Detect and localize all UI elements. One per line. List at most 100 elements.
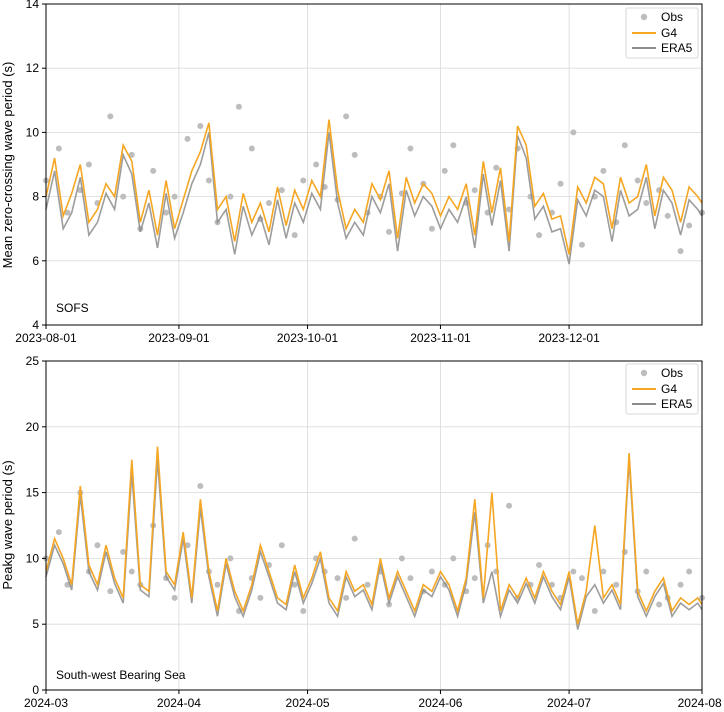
x-tick-label: 2023-08-01 (15, 331, 77, 345)
obs-series-sofs (43, 103, 705, 255)
obs-point (450, 142, 457, 149)
obs-point (235, 103, 242, 110)
legend-g4-label: G4 (661, 26, 677, 40)
obs-point (493, 164, 500, 171)
obs-point (107, 113, 114, 120)
obs-point (128, 151, 135, 158)
obs-point (171, 193, 178, 200)
obs-point (343, 113, 350, 120)
obs-point (351, 535, 358, 542)
obs-point (278, 187, 285, 194)
legend-obs-label: Obs (661, 10, 683, 24)
obs-point (197, 483, 204, 490)
obs-point (257, 594, 264, 601)
y-tick-label: 20 (26, 420, 40, 434)
x-tick-label: 2024-06 (418, 696, 462, 710)
y-tick-label: 4 (32, 318, 39, 332)
y-tick-label: 15 (26, 486, 40, 500)
obs-point (300, 608, 307, 615)
plot-frame-sofs (45, 3, 703, 326)
obs-point (227, 193, 234, 200)
obs-point (407, 145, 414, 152)
x-tick-label: 2024-04 (157, 696, 201, 710)
obs-point (364, 581, 371, 588)
obs-point (163, 209, 170, 216)
obs-point (64, 209, 71, 216)
obs-point (686, 222, 693, 229)
obs-point (227, 555, 234, 562)
obs-point (570, 568, 577, 575)
obs-point (428, 568, 435, 575)
y-tick-label: 8 (32, 190, 39, 204)
obs-point (643, 200, 650, 207)
x-tick-label: 2023-10-01 (277, 331, 339, 345)
x-tick-label: 2024-07 (547, 696, 591, 710)
obs-point (677, 581, 684, 588)
g4-line-bering (45, 446, 703, 625)
obs-point (450, 555, 457, 562)
obs-point (536, 561, 543, 568)
panel-sofs: 4 6 8 10 12 14 2023-08-01 2023-09-01 2023-10-01… (0, 0, 705, 345)
legend-bering: Obs G4 ERA5 (625, 363, 699, 415)
y-tick-label: 6 (32, 254, 39, 268)
era5-line-sofs (45, 132, 703, 265)
obs-point (150, 167, 157, 174)
legend-sofs: Obs G4 ERA5 (625, 7, 699, 59)
obs-point (471, 575, 478, 582)
obs-point (120, 548, 127, 555)
x-tick-label: 2023-09-01 (148, 331, 210, 345)
obs-point (536, 232, 543, 239)
obs-point (107, 588, 114, 595)
obs-point (471, 187, 478, 194)
obs-point (621, 142, 628, 149)
obs-point (265, 200, 272, 207)
obs-point (643, 568, 650, 575)
obs-point (591, 608, 598, 615)
obs-point (205, 177, 212, 184)
obs-point (300, 177, 307, 184)
obs-point (578, 575, 585, 582)
obs-point (656, 601, 663, 608)
obs-point (664, 212, 671, 219)
y-tick-label: 0 (32, 683, 39, 697)
obs-point (677, 248, 684, 255)
panel-bering: 0 5 10 15 20 25 2024-03 2024-04 2024-05 2024-06 2… (0, 354, 722, 710)
obs-point (291, 581, 298, 588)
obs-point (407, 575, 414, 582)
legend-era5-label: ERA5 (661, 41, 693, 55)
x-tick-label: 2024-08 (678, 696, 722, 710)
obs-point (686, 568, 693, 575)
x-tick-label: 2023-12-01 (538, 331, 600, 345)
obs-point (570, 129, 577, 136)
obs-point (398, 555, 405, 562)
y-tick-label: 25 (26, 354, 40, 368)
y-axis-label-sofs: Mean zero-crossing wave period (s) (0, 62, 15, 269)
obs-point (94, 542, 101, 549)
y-tick-label: 5 (32, 617, 39, 631)
obs-point (578, 241, 585, 248)
annotation-bering: South-west Bearing Sea (56, 668, 186, 682)
obs-point (343, 594, 350, 601)
obs-point (634, 177, 641, 184)
obs-point (85, 161, 92, 168)
obs-point (334, 575, 341, 582)
obs-point (128, 568, 135, 575)
obs-point (197, 122, 204, 129)
obs-point (557, 180, 564, 187)
obs-point (171, 594, 178, 601)
obs-point (278, 542, 285, 549)
y-tick-label: 14 (26, 0, 40, 11)
legend-g4-label: G4 (661, 382, 677, 396)
obs-point (120, 193, 127, 200)
obs-point (248, 145, 255, 152)
era5-line-bering (45, 459, 703, 630)
obs-point (600, 167, 607, 174)
obs-point (351, 151, 358, 158)
legend-obs-marker (640, 369, 648, 377)
y-tick-label: 10 (26, 551, 40, 565)
annotation-sofs: SOFS (56, 301, 89, 315)
plot-frame-bering (45, 360, 703, 691)
legend-obs-marker (640, 13, 648, 21)
obs-point (291, 232, 298, 239)
